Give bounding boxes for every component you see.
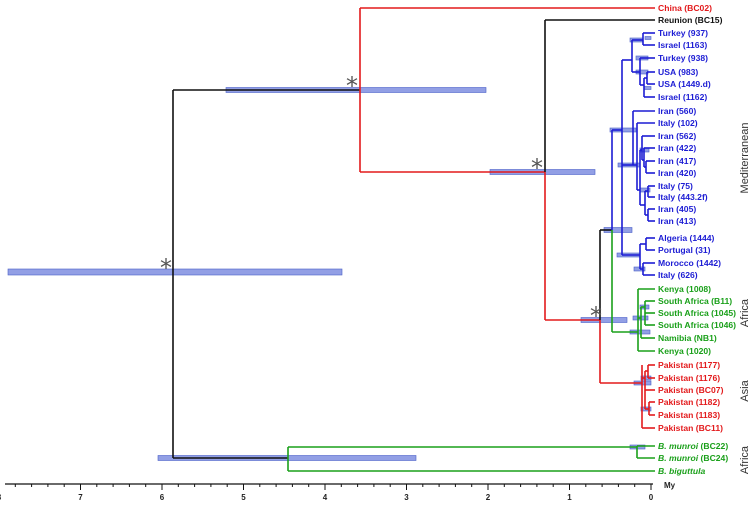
tip-label: Pakistan (BC07) — [658, 385, 724, 395]
tip-label: B. munroi (BC22) — [658, 441, 728, 451]
significance-star: * — [346, 72, 358, 100]
axis-tick-label: 3 — [404, 493, 409, 502]
axis-tick-label: 0 — [649, 493, 654, 502]
axis-tick-label: 1 — [567, 493, 572, 502]
tip-label: Italy (102) — [658, 118, 698, 128]
tip-label: Italy (626) — [658, 270, 698, 280]
tip-label: Pakistan (1177) — [658, 360, 720, 370]
tip-label: Iran (405) — [658, 204, 696, 214]
tip-label: Portugal (31) — [658, 245, 711, 255]
hpd-bar — [7, 268, 343, 276]
tip-label: Iran (417) — [658, 156, 696, 166]
tip-label: Kenya (1008) — [658, 284, 711, 294]
tip-label: Turkey (938) — [658, 53, 708, 63]
tip-label: Italy (443.2f) — [658, 192, 708, 202]
significance-star: * — [590, 302, 602, 330]
axis-tick-label: 4 — [323, 493, 328, 502]
tip-label: Israel (1163) — [658, 40, 707, 50]
axis-unit-label: My — [664, 481, 676, 490]
tip-label: B. biguttula — [658, 466, 705, 476]
tip-label: Italy (75) — [658, 181, 693, 191]
axis-tick-label: 2 — [486, 493, 491, 502]
tip-label: Israel (1162) — [658, 92, 707, 102]
tree-branches — [172, 7, 655, 472]
confidence-bars — [7, 36, 652, 461]
tip-label: South Africa (1046) — [658, 320, 736, 330]
tip-label: Iran (413) — [658, 216, 696, 226]
tip-label: Namibia (NB1) — [658, 333, 717, 343]
tip-label: Kenya (1020) — [658, 346, 711, 356]
tip-labels: China (BC02) Reunion (BC15) Turkey (937) Is… — [658, 3, 736, 476]
hpd-bar — [609, 127, 637, 133]
tip-label: South Africa (B11) — [658, 296, 732, 306]
tip-label: South Africa (1045) — [658, 308, 736, 318]
tip-label: Pakistan (1176) — [658, 373, 720, 383]
tip-label: USA (983) — [658, 67, 698, 77]
region-label-africa2: Africa — [739, 445, 751, 474]
region-label-africa1: Africa — [739, 298, 751, 327]
significance-star: * — [160, 254, 172, 282]
tip-label: Pakistan (1182) — [658, 397, 720, 407]
tip-label: Pakistan (1183) — [658, 410, 720, 420]
tip-label: Morocco (1442) — [658, 258, 721, 268]
tip-label: USA (1449.d) — [658, 79, 711, 89]
hpd-bar — [643, 86, 652, 90]
tip-label: Iran (420) — [658, 168, 696, 178]
region-labels: Mediterranean Africa Asia Africa — [739, 123, 751, 475]
tip-label: Iran (422) — [658, 143, 696, 153]
time-axis: 8 7 6 5 4 3 2 1 0 My — [0, 481, 676, 502]
significance-markers: * * * * — [160, 72, 602, 330]
tip-label: Turkey (937) — [658, 28, 708, 38]
significance-star: * — [531, 154, 543, 182]
tip-label: B. munroi (BC24) — [658, 453, 728, 463]
axis-tick-label: 5 — [241, 493, 246, 502]
axis-tick-label: 7 — [78, 493, 83, 502]
region-label-asia: Asia — [739, 379, 751, 401]
axis-tick-label: 6 — [160, 493, 165, 502]
tip-label: Reunion (BC15) — [658, 15, 723, 25]
hpd-bar — [644, 36, 652, 40]
tip-label: Pakistan (BC11) — [658, 423, 723, 433]
region-label-mediterranean: Mediterranean — [739, 123, 751, 194]
tip-label: Iran (560) — [658, 106, 696, 116]
axis-tick-label: 8 — [0, 493, 2, 502]
tip-label: Iran (562) — [658, 131, 696, 141]
tip-label: China (BC02) — [658, 3, 712, 13]
tip-label: Algeria (1444) — [658, 233, 715, 243]
